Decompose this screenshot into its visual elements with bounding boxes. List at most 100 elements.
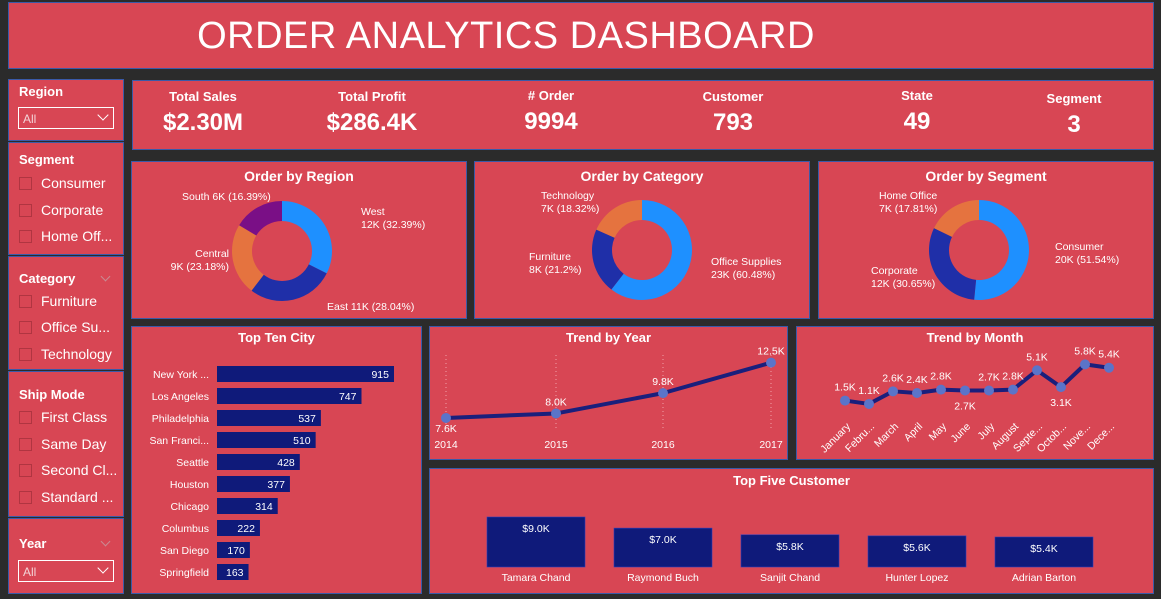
checkbox[interactable] bbox=[19, 203, 32, 217]
donut-label: West bbox=[361, 206, 385, 218]
city-bar[interactable] bbox=[217, 520, 260, 536]
chart-title: Order by Segment bbox=[925, 168, 1047, 184]
bar-value-label: 170 bbox=[227, 545, 245, 557]
donut-slice-south[interactable] bbox=[239, 201, 282, 236]
donut-label: 8K (21.2%) bbox=[529, 264, 582, 276]
trend-by-year-line[interactable]: 7.6K 2014 8.0K 2015 9.8K 2016 12.5K 2017 bbox=[430, 327, 789, 461]
donut-slice-east[interactable] bbox=[251, 264, 327, 301]
dashboard-title-bar: ORDER ANALYTICS DASHBOARD bbox=[8, 2, 1154, 69]
top-five-customer-bars[interactable]: $9.0K Tamara Chand $7.0K Raymond Buch $5.8K S… bbox=[430, 469, 1155, 595]
customer-label: Adrian Barton bbox=[1012, 572, 1076, 584]
data-point[interactable] bbox=[766, 357, 776, 368]
data-point[interactable] bbox=[551, 408, 561, 419]
trend-by-month-line[interactable]: 1.5KJanuary1.1KFebru...2.6KMarch2.4KApri… bbox=[797, 327, 1155, 461]
chart-title: Order by Category bbox=[580, 168, 704, 184]
top-ten-city-chart: Top Ten City New York ... 915 Los Angeles 7… bbox=[131, 326, 422, 594]
data-point[interactable] bbox=[984, 385, 994, 396]
ship-mode-option-second-class[interactable]: Second Cl... bbox=[19, 460, 117, 480]
data-point[interactable] bbox=[1056, 382, 1066, 393]
kpi-segment: Segment 3 bbox=[1046, 91, 1102, 138]
data-point[interactable] bbox=[658, 388, 668, 399]
data-point[interactable] bbox=[960, 385, 970, 396]
category-option-office-supplies[interactable]: Office Su... bbox=[19, 317, 110, 337]
bar-value-label: 915 bbox=[371, 369, 389, 381]
x-tick-label: 2017 bbox=[759, 439, 783, 451]
data-point[interactable] bbox=[888, 386, 898, 397]
top-ten-city-bars[interactable]: New York ... 915 Los Angeles 747 Philadelphi… bbox=[132, 327, 423, 595]
year-dropdown[interactable]: All bbox=[18, 560, 114, 582]
customer-bar[interactable] bbox=[740, 534, 840, 568]
data-point[interactable] bbox=[1080, 359, 1090, 370]
data-point[interactable] bbox=[912, 388, 922, 398]
city-bar[interactable] bbox=[217, 432, 316, 448]
data-label: 5.1K bbox=[1026, 351, 1048, 363]
data-point[interactable] bbox=[936, 384, 946, 395]
donut-slice-office-supplies[interactable] bbox=[611, 200, 692, 300]
kpi-total-sales: Total Sales $2.30M bbox=[162, 89, 244, 136]
chevron-down-icon[interactable] bbox=[100, 271, 111, 282]
donut-slice-home-office[interactable] bbox=[934, 200, 979, 237]
city-bar[interactable] bbox=[217, 564, 249, 580]
checkbox[interactable] bbox=[19, 410, 32, 424]
data-point[interactable] bbox=[840, 395, 850, 406]
customer-bar[interactable] bbox=[613, 527, 713, 568]
data-label: 2.7K bbox=[954, 400, 976, 412]
chevron-down-icon[interactable] bbox=[100, 536, 111, 547]
ship-mode-option-same-day[interactable]: Same Day bbox=[19, 434, 106, 454]
checkbox[interactable] bbox=[19, 320, 32, 334]
city-bar[interactable] bbox=[217, 454, 300, 470]
city-bar[interactable] bbox=[217, 388, 362, 404]
ship-mode-option-standard[interactable]: Standard ... bbox=[19, 487, 113, 507]
kpi-card-row: Total Sales $2.30M Total Profit $286.4K … bbox=[132, 80, 1154, 150]
donut-slice-furniture[interactable] bbox=[592, 229, 624, 290]
customer-label: Hunter Lopez bbox=[885, 572, 948, 584]
customer-bar[interactable] bbox=[994, 536, 1094, 568]
checkbox[interactable] bbox=[19, 463, 32, 477]
donut-label: Office Supplies bbox=[711, 256, 781, 268]
data-point[interactable] bbox=[1008, 384, 1018, 395]
donut-label: 12K (30.65%) bbox=[871, 278, 935, 290]
donut-slice-corporate[interactable] bbox=[929, 228, 977, 300]
city-bar[interactable] bbox=[217, 498, 278, 514]
region-slicer: Region All bbox=[8, 79, 124, 141]
category-option-furniture[interactable]: Furniture bbox=[19, 291, 97, 311]
dashboard-title: ORDER ANALYTICS DASHBOARD bbox=[197, 15, 815, 57]
donut-slice-technology[interactable] bbox=[596, 200, 642, 238]
checkbox[interactable] bbox=[19, 490, 32, 504]
data-point[interactable] bbox=[1104, 362, 1114, 373]
ship-mode-option-first-class[interactable]: First Class bbox=[19, 407, 107, 427]
category-option-technology[interactable]: Technology bbox=[19, 344, 112, 364]
data-point[interactable] bbox=[864, 398, 874, 409]
segment-option-home-office[interactable]: Home Off... bbox=[19, 226, 112, 246]
city-bar[interactable] bbox=[217, 366, 394, 382]
donut-label: South 6K (16.39%) bbox=[182, 191, 271, 203]
checkbox[interactable] bbox=[19, 347, 32, 361]
customer-bar[interactable] bbox=[867, 535, 967, 568]
donut-slice-consumer[interactable] bbox=[974, 200, 1029, 300]
data-label: 2.8K bbox=[1002, 371, 1024, 383]
donut-slice-west[interactable] bbox=[282, 201, 332, 274]
donut-slice-central[interactable] bbox=[232, 225, 264, 291]
city-bar[interactable] bbox=[217, 410, 321, 426]
checkbox[interactable] bbox=[19, 294, 32, 308]
ship-mode-slicer-title: Ship Mode bbox=[19, 387, 85, 402]
segment-option-corporate[interactable]: Corporate bbox=[19, 200, 103, 220]
checkbox[interactable] bbox=[19, 176, 32, 190]
data-label: 1.5K bbox=[834, 382, 856, 394]
region-dropdown[interactable]: All bbox=[18, 107, 114, 129]
data-point[interactable] bbox=[1032, 365, 1042, 376]
city-bar[interactable] bbox=[217, 542, 250, 558]
customer-bar[interactable] bbox=[486, 516, 586, 568]
city-label: Seattle bbox=[176, 457, 209, 469]
checkbox[interactable] bbox=[19, 229, 32, 243]
segment-option-consumer[interactable]: Consumer bbox=[19, 173, 106, 193]
data-point[interactable] bbox=[441, 412, 451, 423]
city-bar[interactable] bbox=[217, 476, 290, 492]
donut-label: 23K (60.48%) bbox=[711, 269, 775, 281]
customer-label: Sanjit Chand bbox=[760, 572, 820, 584]
data-label: 5.4K bbox=[1098, 349, 1120, 361]
checkbox[interactable] bbox=[19, 437, 32, 451]
